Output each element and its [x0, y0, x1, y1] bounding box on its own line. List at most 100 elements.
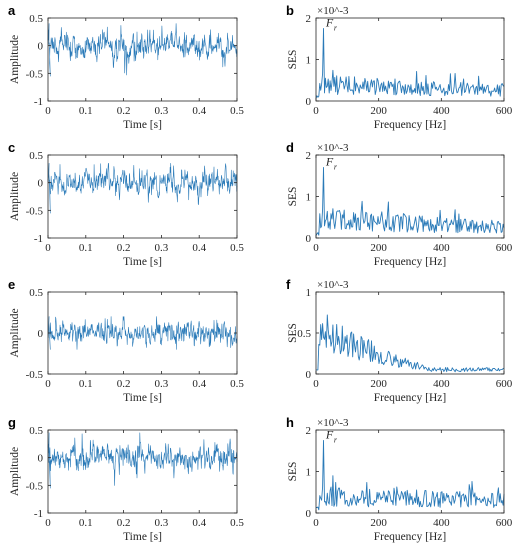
x-tick-label: 0.2 — [117, 242, 131, 254]
x-axis-label: Time [s] — [123, 256, 162, 268]
x-tick-label: 0.3 — [155, 242, 169, 254]
x-tick-label: 600 — [496, 378, 513, 390]
y-tick-label: 0 — [306, 96, 312, 108]
x-tick-label: 400 — [433, 242, 450, 254]
y-axis-label: SES — [287, 462, 299, 482]
y-tick-label: 2 — [306, 13, 312, 25]
y-tick-label: 0 — [38, 41, 44, 53]
y-tick-label: 0.5 — [29, 150, 43, 162]
panel-d: d 0 200 400 600 0 1 2 Frequency [Hz] SES ×10^-3F r — [286, 140, 513, 268]
y-axis-label: Amplitude — [9, 172, 21, 221]
x-axis-label: Time [s] — [123, 531, 162, 543]
panel-letter: h — [286, 415, 294, 430]
x-tick-label: 600 — [496, 517, 513, 529]
y-tick-label: -0.5 — [26, 369, 44, 381]
panel-c: c 0 0.1 0.2 0.3 0.4 0.5 -1 -0.5 0 0.5 Time [s] Ampli… — [8, 140, 244, 268]
panel-g: g 0 0.1 0.2 0.3 0.4 0.5 -1 -0.5 0 0.5 Time [s] Ampli… — [8, 415, 244, 543]
axes-box — [315, 291, 505, 375]
y-tick-label: 2 — [306, 150, 312, 162]
y-tick-label: -1 — [34, 233, 43, 245]
panel-h: h 0 200 400 600 0 1 2 Frequency [Hz] SES ×10^-3F r — [286, 415, 513, 543]
x-tick-label: 0.2 — [117, 517, 131, 529]
x-tick-label: 0.3 — [155, 517, 169, 529]
y-tick-label: -0.5 — [26, 68, 44, 80]
peak-annotation: F — [325, 427, 334, 441]
x-tick-label: 0.1 — [79, 242, 93, 254]
y-tick-label: 2 — [306, 425, 312, 437]
signal-trace — [47, 23, 238, 77]
x-tick-label: 0.2 — [117, 105, 131, 117]
x-tick-label: 200 — [370, 242, 387, 254]
peak-annotation-subscript: r — [334, 435, 338, 444]
y-multiplier: ×10^-3 — [317, 279, 349, 291]
x-tick-label: 0 — [45, 105, 51, 117]
y-tick-label: -0.5 — [26, 480, 44, 492]
y-tick-label: 1 — [306, 467, 312, 479]
y-tick-label: 0 — [306, 369, 312, 381]
y-tick-label: 0.5 — [29, 13, 43, 25]
x-tick-label: 0.3 — [155, 105, 169, 117]
panel-letter: e — [8, 277, 15, 292]
y-multiplier: ×10^-3 — [317, 417, 349, 429]
y-axis-label: Amplitude — [9, 308, 21, 357]
axes-box — [47, 429, 238, 514]
x-axis-label: Frequency [Hz] — [374, 392, 446, 404]
panel-f: f 0 200 400 600 0 0.5 1 Frequency [Hz] SES ×10^-3 — [286, 277, 513, 404]
y-tick-label: 0 — [38, 453, 44, 465]
peak-annotation: F — [325, 154, 334, 168]
x-axis-label: Frequency [Hz] — [374, 531, 446, 543]
x-tick-label: 0.1 — [79, 105, 93, 117]
x-tick-label: 0.5 — [230, 105, 244, 117]
signal-trace — [315, 166, 505, 236]
x-axis-label: Time [s] — [123, 392, 162, 404]
y-tick-label: -1 — [34, 96, 43, 108]
y-axis-label: Amplitude — [9, 35, 21, 84]
panel-letter: g — [8, 415, 16, 430]
x-tick-label: 200 — [370, 105, 387, 117]
x-tick-label: 400 — [433, 105, 450, 117]
axes-box — [47, 17, 238, 102]
signal-trace — [47, 432, 238, 489]
y-tick-label: 0 — [306, 508, 312, 520]
x-tick-label: 200 — [370, 378, 387, 390]
x-tick-label: 0.4 — [192, 378, 206, 390]
y-tick-label: 0.5 — [29, 287, 43, 299]
panel-letter: c — [8, 140, 15, 155]
x-tick-label: 400 — [433, 517, 450, 529]
peak-annotation-subscript: r — [334, 162, 338, 171]
y-axis-label: Amplitude — [9, 447, 21, 496]
x-tick-label: 0.5 — [230, 517, 244, 529]
panel-b: b 0 200 400 600 0 1 2 Frequency [Hz] SES ×10^-3F r — [286, 3, 513, 131]
panel-a: a 0 0.1 0.2 0.3 0.4 0.5 -1 -0.5 0 0.5 Time [s] Ampli… — [8, 3, 244, 131]
y-tick-label: 1 — [306, 287, 312, 299]
x-tick-label: 0 — [313, 242, 319, 254]
axes-box — [47, 154, 238, 239]
signal-trace — [47, 316, 238, 350]
x-axis-label: Frequency [Hz] — [374, 256, 446, 268]
x-tick-label: 0 — [45, 378, 51, 390]
x-tick-label: 0 — [313, 105, 319, 117]
y-axis-label: SES — [287, 323, 299, 343]
y-tick-label: 0.5 — [29, 425, 43, 437]
x-axis-label: Frequency [Hz] — [374, 119, 446, 131]
y-tick-label: -1 — [34, 508, 43, 520]
x-tick-label: 0 — [313, 517, 319, 529]
panel-letter: a — [8, 3, 16, 18]
x-tick-label: 0.1 — [79, 517, 93, 529]
x-tick-label: 0 — [45, 242, 51, 254]
panel-letter: f — [286, 277, 291, 292]
x-tick-label: 0.4 — [192, 242, 206, 254]
signal-trace — [315, 27, 505, 99]
x-tick-label: 0 — [313, 378, 319, 390]
y-multiplier: ×10^-3 — [317, 142, 349, 154]
y-axis-label: SES — [287, 187, 299, 207]
x-tick-label: 200 — [370, 517, 387, 529]
y-tick-label: 1 — [306, 192, 312, 204]
x-tick-label: 0 — [45, 517, 51, 529]
y-axis-label: SES — [287, 50, 299, 70]
x-tick-label: 400 — [433, 378, 450, 390]
y-tick-label: 0 — [38, 328, 44, 340]
x-tick-label: 600 — [496, 105, 513, 117]
y-tick-label: -0.5 — [26, 205, 44, 217]
